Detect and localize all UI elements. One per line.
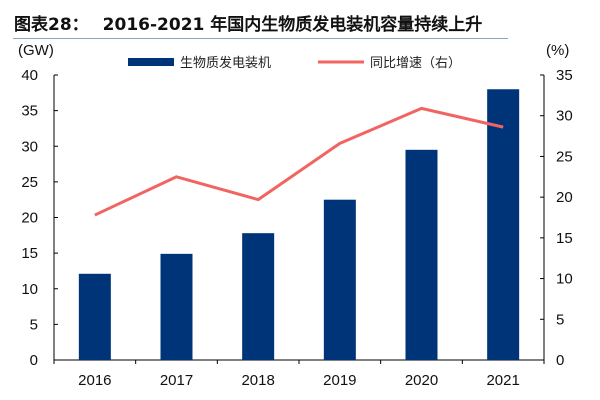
x-tick-label: 2016 (78, 372, 111, 389)
figure-label: 图表28： (14, 15, 89, 35)
growth-rate-line (94, 106, 504, 217)
title-text: 2016-2021 年国内生物质发电装机容量持续上升 (102, 15, 483, 35)
x-tick-label: 2017 (160, 372, 193, 389)
y-right-tick-label: 15 (556, 230, 573, 247)
y-right-tick-label: 0 (556, 352, 564, 369)
y-left-tick-label: 40 (21, 67, 38, 84)
bar-2017 (160, 253, 193, 360)
bar-2020 (405, 149, 438, 360)
y-left-tick-label: 5 (30, 316, 38, 333)
bar-2019 (323, 199, 356, 360)
legend-line-label: 同比增速（右） (370, 56, 461, 71)
y-left-label: (GW) (18, 42, 54, 59)
chart-title: 图表28： 2016-2021 年国内生物质发电装机容量持续上升 (14, 10, 482, 35)
x-tick-label: 2020 (405, 372, 438, 389)
y-left-tick-label: 20 (21, 210, 38, 227)
x-tick-label: 2019 (323, 372, 356, 389)
bar-2021 (487, 89, 520, 360)
y-right-label: (%) (546, 42, 569, 59)
y-right-tick-label: 30 (556, 108, 573, 125)
x-tick-label: 2021 (486, 372, 519, 389)
y-left-tick-label: 25 (21, 174, 38, 191)
bar-2018 (242, 233, 275, 360)
y-right-tick-label: 10 (556, 271, 573, 288)
title-divider (13, 38, 508, 39)
x-tick-label: 2018 (241, 372, 274, 389)
legend-bar-label: 生物质发电装机 (180, 55, 271, 71)
bar-2016 (78, 273, 111, 360)
y-right-tick-label: 20 (556, 189, 573, 206)
y-left-tick-label: 30 (21, 138, 38, 155)
y-right-tick-label: 5 (556, 311, 564, 328)
y-left-tick-label: 15 (21, 245, 38, 262)
y-left-tick-label: 0 (30, 352, 38, 369)
y-right-tick-label: 35 (556, 67, 573, 84)
y-left-tick-label: 10 (21, 281, 38, 298)
legend-bar-swatch (128, 58, 174, 66)
y-right-tick-label: 25 (556, 148, 573, 165)
y-left-tick-label: 35 (21, 103, 38, 120)
